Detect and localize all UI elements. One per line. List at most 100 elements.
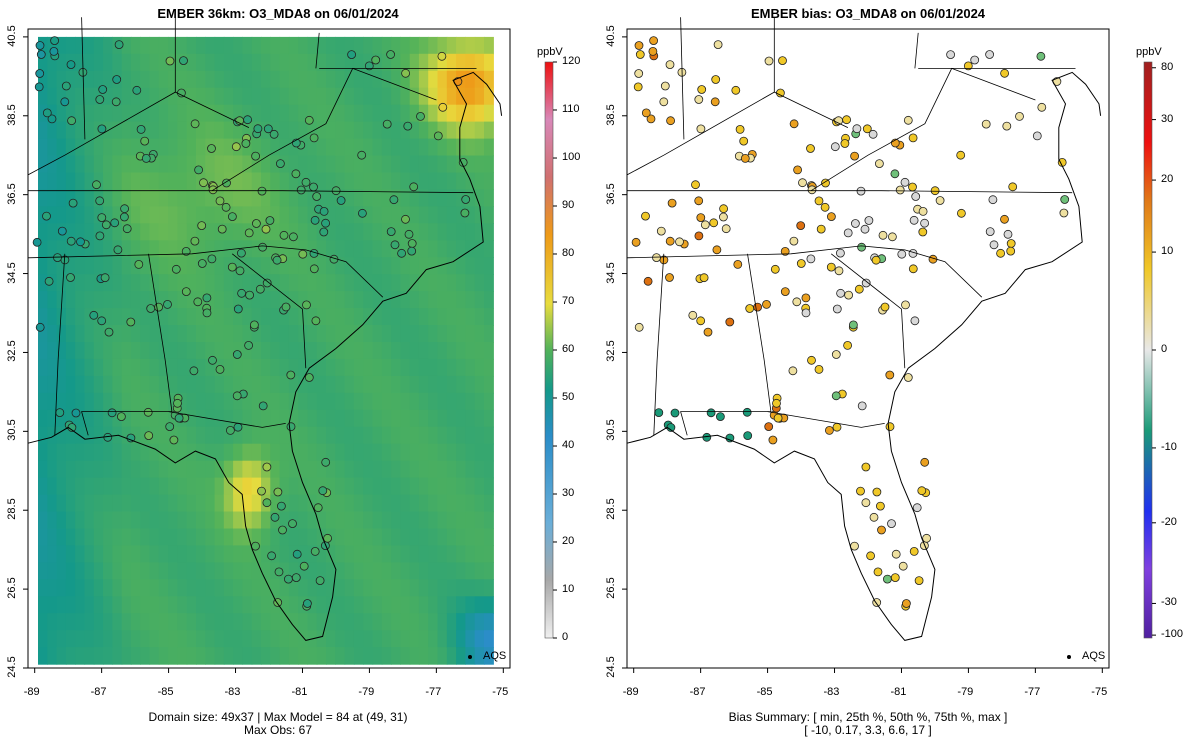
heatmap-cell <box>233 460 243 479</box>
heatmap-cell <box>372 121 383 140</box>
heatmap-cell <box>149 325 160 343</box>
heatmap-cell <box>56 104 67 123</box>
heatmap-cell <box>47 443 58 462</box>
state-border <box>767 411 885 428</box>
heatmap-cell <box>251 36 262 55</box>
y-tick-label: 24.5 <box>605 656 617 678</box>
bias-site-marker <box>890 169 900 179</box>
heatmap-cell <box>130 494 141 513</box>
heatmap-cell <box>335 70 346 89</box>
heatmap-cell <box>65 579 76 597</box>
heatmap-cell <box>428 545 439 563</box>
heatmap-cell <box>446 460 457 479</box>
heatmap-cell <box>270 342 281 360</box>
heatmap-cell <box>38 274 48 292</box>
heatmap-cell <box>316 189 327 207</box>
heatmap-cell <box>446 528 457 547</box>
heatmap-cell <box>409 121 420 140</box>
aqs-site-marker <box>274 567 284 577</box>
aqs-site-marker <box>221 202 231 212</box>
heatmap-cell <box>456 647 466 665</box>
heatmap-cell <box>344 630 355 648</box>
heatmap-cell <box>474 613 485 631</box>
heatmap-cell <box>121 528 132 547</box>
bias-site-marker <box>902 599 911 608</box>
heatmap-cell <box>474 240 485 258</box>
heatmap-cell <box>65 562 76 580</box>
heatmap-cell <box>121 325 132 343</box>
heatmap-cell <box>103 460 113 479</box>
heatmap-cell <box>251 511 262 530</box>
left-map-title: EMBER 36km: O3_MDA8 on 06/01/2024 <box>157 6 399 21</box>
heatmap-cell <box>56 36 67 55</box>
heatmap-cell <box>437 155 448 174</box>
heatmap-cell <box>223 375 234 394</box>
heatmap-cell <box>335 155 346 174</box>
colorbar-tick-label: 30 <box>562 487 575 499</box>
heatmap-cell <box>149 274 160 292</box>
heatmap-cell <box>112 630 123 648</box>
heatmap-cell <box>261 375 271 394</box>
heatmap-cell <box>130 308 141 326</box>
aqs-site-marker <box>251 541 260 551</box>
heatmap-cell <box>381 562 392 580</box>
heatmap-cell <box>47 138 58 157</box>
heatmap-cell <box>130 104 141 123</box>
heatmap-cell <box>381 308 392 326</box>
heatmap-cell <box>205 545 216 563</box>
y-tick-label: 30.5 <box>6 419 18 442</box>
heatmap-cell <box>456 257 466 275</box>
bias-site-marker <box>788 366 798 376</box>
heatmap-cell <box>344 138 355 157</box>
heatmap-cell <box>130 274 141 292</box>
heatmap-cell <box>251 579 262 597</box>
heatmap-cell <box>326 87 336 106</box>
heatmap-cell <box>56 579 67 597</box>
aqs-site-marker <box>299 561 309 571</box>
heatmap-cell <box>140 291 151 309</box>
heatmap-cell <box>456 325 466 343</box>
heatmap-cell <box>168 308 178 326</box>
heatmap-cell <box>298 426 309 445</box>
heatmap-cell <box>214 494 225 513</box>
bias-site-marker <box>832 304 842 314</box>
heatmap-cell <box>158 392 169 411</box>
heatmap-cell <box>270 528 281 547</box>
heatmap-cell <box>363 460 374 479</box>
heatmap-cell <box>474 443 485 462</box>
heatmap-cell <box>428 291 439 309</box>
heatmap-cell <box>214 460 225 479</box>
heatmap-cell <box>418 325 429 343</box>
coastline <box>626 71 1102 641</box>
heatmap-cell <box>38 87 48 106</box>
heatmap-cell <box>391 460 401 479</box>
heatmap-cell <box>316 647 327 665</box>
heatmap-cell <box>316 240 327 258</box>
bias-site-marker <box>772 398 781 408</box>
heatmap-cell <box>326 409 336 428</box>
heatmap-cell <box>474 392 485 411</box>
heatmap-cell <box>270 477 281 496</box>
heatmap-cell <box>112 155 123 174</box>
heatmap-cell <box>103 240 113 258</box>
heatmap-cell <box>437 240 448 258</box>
bias-site-marker <box>706 408 716 418</box>
heatmap-cell <box>186 172 197 191</box>
heatmap-cell <box>130 426 141 445</box>
heatmap-cell <box>474 291 485 309</box>
heatmap-cell <box>381 647 392 665</box>
heatmap-cell <box>242 409 253 428</box>
heatmap-cell <box>353 511 364 530</box>
heatmap-cell <box>316 308 327 326</box>
bias-site-marker <box>856 186 866 196</box>
heatmap-cell <box>484 613 494 631</box>
heatmap-cell <box>65 121 76 140</box>
heatmap-cell <box>298 358 309 377</box>
heatmap-cell <box>168 121 178 140</box>
heatmap-cell <box>456 511 466 530</box>
heatmap-cell <box>418 121 429 140</box>
heatmap-cell <box>418 257 429 275</box>
heatmap-cell <box>335 104 346 123</box>
aqs-site-marker <box>298 249 308 259</box>
aqs-site-marker <box>251 151 261 161</box>
